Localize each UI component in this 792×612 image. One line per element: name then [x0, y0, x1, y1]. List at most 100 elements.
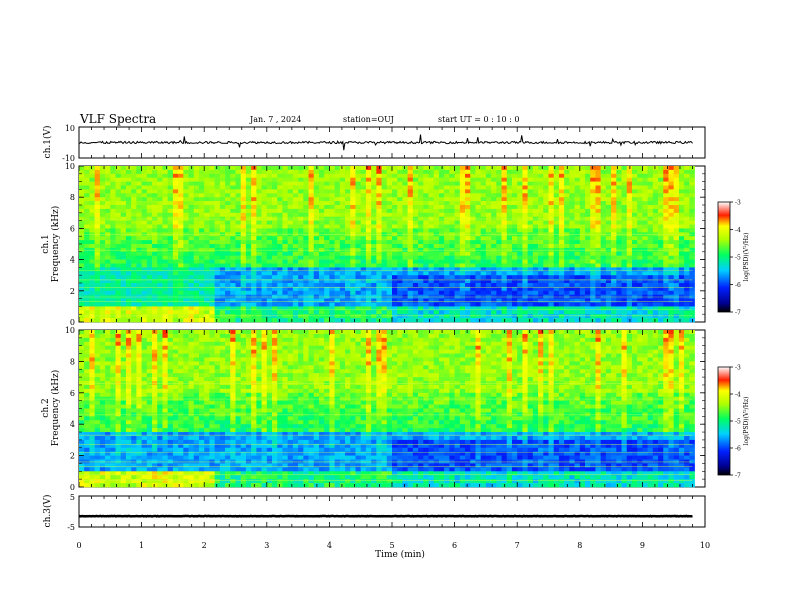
spectrogram-cell [418, 310, 424, 315]
spectrogram-cell [517, 177, 523, 182]
spectrogram-cell [256, 201, 262, 206]
spectrogram-cell [115, 302, 122, 307]
spectrogram-cell [204, 228, 210, 233]
spectrogram-cell [496, 185, 502, 190]
spectrogram-cell [475, 240, 481, 245]
spectrogram-cell [355, 290, 361, 295]
spectrogram-cell [642, 220, 648, 225]
spectrogram-cell [444, 193, 450, 198]
spectrogram-cell [84, 220, 90, 225]
spectrogram-cell [532, 181, 539, 186]
spectrogram-cell [538, 244, 544, 249]
spectrogram-cell [475, 185, 481, 190]
spectrogram-cell [334, 181, 341, 186]
spectrogram-cell [532, 166, 539, 171]
spectrogram-cell [167, 267, 174, 272]
spectrogram-cell [245, 177, 252, 182]
spectrogram-cell [245, 224, 252, 229]
spectrogram-cell [79, 220, 85, 225]
spectrogram-cell [658, 263, 664, 268]
spectrogram-cell [376, 185, 382, 190]
spectrogram-cell [84, 345, 90, 350]
spectrogram-cell [298, 177, 304, 182]
spectrogram-cell [272, 259, 278, 264]
spectrogram-cell [324, 228, 330, 233]
spectrogram-cell [115, 224, 122, 229]
spectrogram-cell [261, 201, 268, 206]
spectrogram-cell [162, 169, 168, 175]
spectrogram-cell [423, 228, 429, 233]
spectrogram-cell [595, 263, 601, 268]
spectrogram-cell [365, 255, 372, 260]
spectrogram-cell [120, 259, 127, 264]
spectrogram-cell [595, 212, 601, 217]
spectrogram-cell [621, 298, 628, 303]
spectrogram-cell [569, 240, 575, 245]
spectrogram-cell [465, 244, 471, 249]
spectrogram-cell [131, 290, 137, 295]
spectrogram-cell [350, 318, 356, 323]
spectrogram-cell [141, 267, 148, 272]
spectrogram-cell [658, 302, 664, 307]
spectrogram-cell [621, 228, 628, 233]
spectrogram-cell [188, 275, 195, 280]
spectrogram-cell [292, 205, 299, 210]
spectrogram-cell [115, 251, 122, 256]
spectrogram-cell [146, 205, 153, 210]
spectrogram-cell [579, 286, 586, 292]
spectrogram-cell [611, 267, 617, 272]
spectrogram-cell [647, 314, 654, 319]
spectrogram-cell [532, 318, 539, 323]
spectrogram-cell [282, 279, 288, 284]
spectrogram-cell [579, 193, 586, 198]
spectrogram-cell [115, 220, 122, 225]
spectrogram-cell [178, 286, 184, 292]
spectrogram-cell [491, 318, 497, 323]
spectrogram-cell [642, 201, 648, 206]
spectrogram-cell [272, 271, 278, 276]
spectrogram-cell [663, 201, 669, 206]
spectrogram-cell [579, 197, 586, 202]
spectrogram-cell [501, 290, 508, 295]
spectrogram-cell [585, 224, 591, 229]
spectrogram-cell [84, 432, 90, 437]
spectrogram-cell [292, 166, 299, 171]
spectrogram-cell [105, 201, 111, 206]
spectrogram-cell [558, 201, 565, 206]
spectrogram-cell [256, 185, 262, 190]
spectrogram-cell [313, 298, 320, 303]
spectrogram-cell [522, 197, 528, 202]
spectrogram-cell [527, 220, 534, 225]
spectrogram-cell [475, 173, 481, 178]
spectrogram-cell [543, 197, 549, 202]
spectrogram-cell [89, 467, 95, 472]
spectrogram-cell [386, 166, 393, 171]
spectrogram-cell [84, 467, 90, 472]
spectrogram-cell [459, 271, 466, 276]
spectrogram-cell [579, 205, 586, 210]
spectrogram-cell [418, 205, 424, 210]
spectrogram-cell [105, 205, 111, 210]
spectrogram-cell [595, 259, 601, 264]
spectrogram-cell [198, 189, 205, 194]
spectrogram-cell [532, 201, 539, 206]
spectrogram-cell [605, 290, 612, 295]
spectrogram-cell [115, 228, 122, 233]
spectrogram-cell [658, 208, 664, 214]
spectrogram-cell [219, 275, 226, 280]
spectrogram-cell [454, 306, 461, 311]
spectrogram-cell [292, 259, 299, 264]
spectrogram-cell [538, 298, 544, 303]
spectrogram-cell [626, 251, 633, 256]
spectrogram-cell [79, 302, 85, 307]
spectrogram-cell [89, 404, 95, 409]
spectrogram-cell [433, 298, 440, 303]
spectrogram-cell [397, 271, 403, 276]
spectrogram-cell [684, 208, 690, 214]
spectrogram-cell [157, 275, 163, 280]
spectrogram-cell [600, 201, 607, 206]
spectrogram-cell [491, 224, 497, 229]
spectrogram-cell [99, 271, 106, 276]
spectrogram-cell [558, 298, 565, 303]
spectrogram-cell [564, 208, 570, 214]
